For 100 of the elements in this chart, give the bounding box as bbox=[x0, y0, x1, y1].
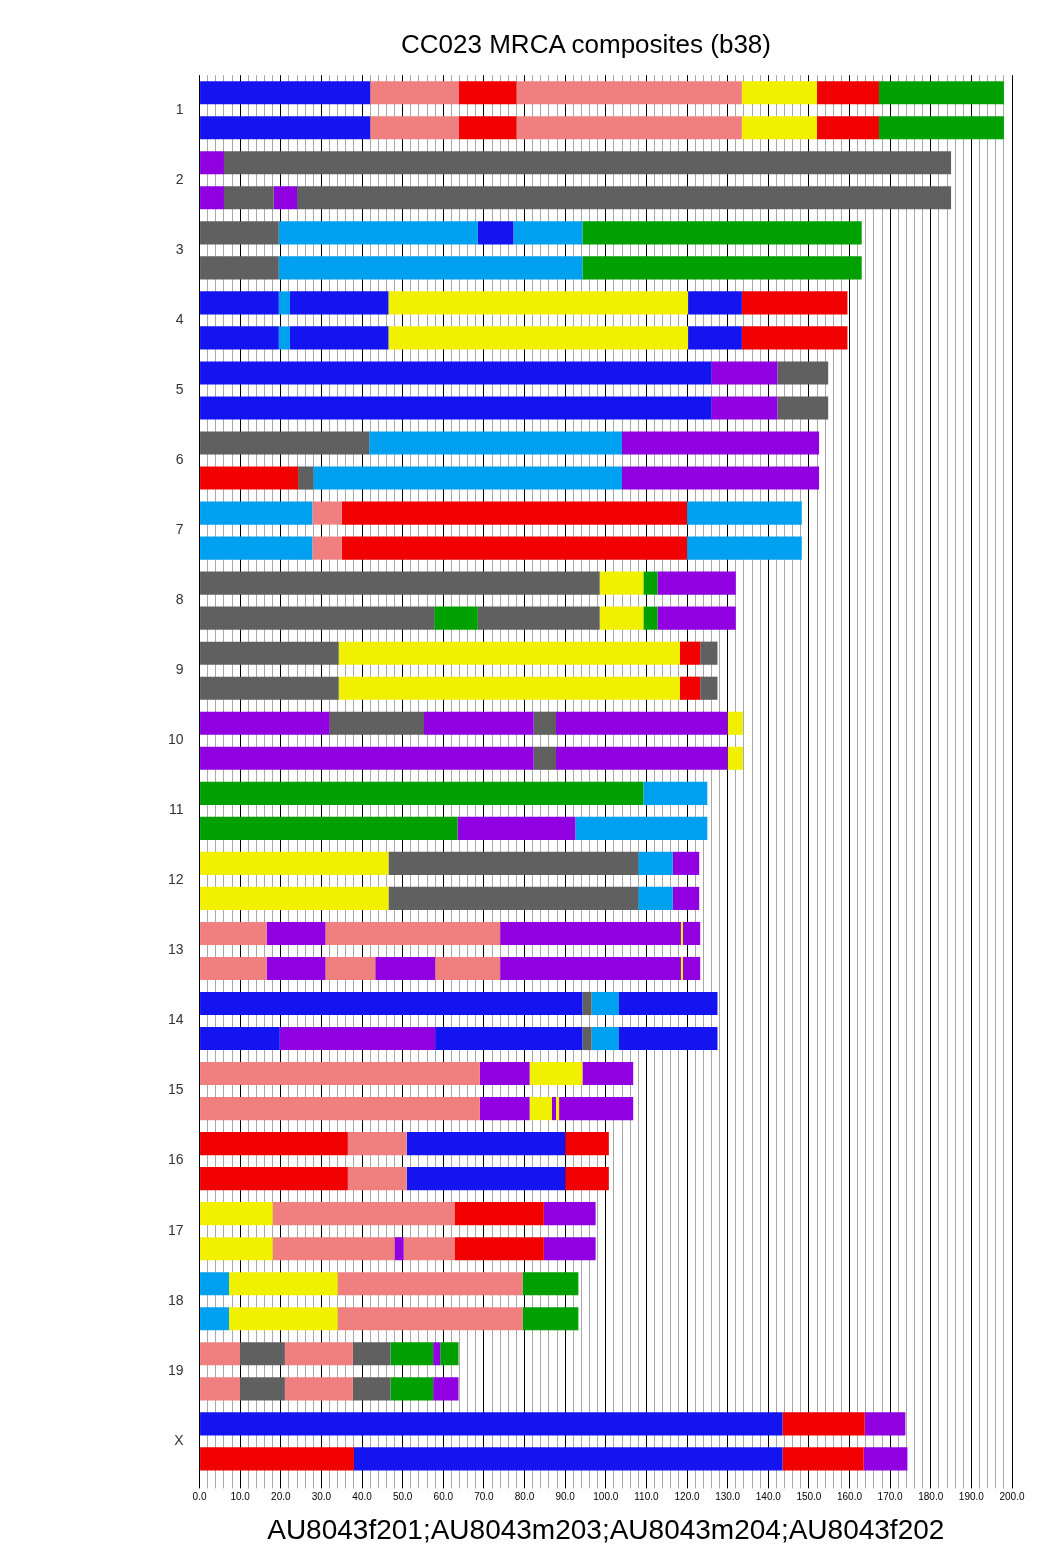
bar bbox=[370, 116, 459, 140]
bar bbox=[278, 256, 583, 280]
bar bbox=[878, 81, 1004, 105]
y-tick-label: 10 bbox=[167, 731, 184, 748]
bar bbox=[575, 816, 708, 840]
y-tick-label: 3 bbox=[175, 240, 184, 257]
bar bbox=[284, 1342, 353, 1366]
y-tick-label: 5 bbox=[175, 380, 184, 397]
bar bbox=[200, 1061, 480, 1086]
bar bbox=[435, 956, 501, 981]
bar bbox=[347, 1132, 407, 1156]
bar bbox=[454, 1202, 544, 1226]
bar bbox=[388, 886, 639, 910]
x-tick-label: 180.0 bbox=[918, 1491, 944, 1503]
bar bbox=[458, 81, 517, 105]
bar bbox=[500, 921, 681, 945]
bar bbox=[200, 501, 313, 525]
bar bbox=[223, 151, 952, 175]
x-tick-label: 80.0 bbox=[514, 1491, 535, 1503]
bar bbox=[200, 956, 267, 981]
bar bbox=[440, 1342, 459, 1366]
bar bbox=[312, 501, 342, 525]
bar bbox=[516, 81, 742, 105]
y-tick-label: 18 bbox=[167, 1291, 184, 1308]
bar bbox=[200, 326, 279, 350]
bar bbox=[200, 1097, 480, 1121]
bar bbox=[657, 606, 736, 630]
y-tick-label: 8 bbox=[175, 590, 184, 607]
x-tick-label: 140.0 bbox=[755, 1491, 782, 1503]
x-tick-label: 160.0 bbox=[837, 1491, 863, 1503]
bar bbox=[200, 1342, 241, 1366]
bar bbox=[582, 991, 592, 1016]
bar bbox=[638, 886, 673, 910]
bar bbox=[325, 921, 501, 945]
bar bbox=[200, 921, 267, 945]
x-tick-label: 0.0 bbox=[192, 1491, 207, 1503]
bar bbox=[200, 116, 371, 140]
bar bbox=[200, 291, 279, 315]
x-tick-label: 170.0 bbox=[877, 1491, 904, 1503]
x-tick-label: 70.0 bbox=[474, 1491, 495, 1503]
y-tick-label: 6 bbox=[175, 450, 184, 467]
y-tick-label: 7 bbox=[175, 520, 184, 537]
y-tick-label: 19 bbox=[167, 1361, 184, 1378]
bar bbox=[458, 116, 517, 140]
bar bbox=[591, 991, 619, 1016]
bar bbox=[298, 466, 314, 490]
bar bbox=[556, 1097, 560, 1121]
bar bbox=[591, 1026, 619, 1051]
y-tick-label: 2 bbox=[175, 170, 184, 187]
bar bbox=[200, 1307, 230, 1331]
bar bbox=[672, 886, 700, 910]
bar bbox=[680, 921, 683, 945]
bar bbox=[200, 1377, 241, 1401]
bar bbox=[682, 921, 701, 945]
bar bbox=[200, 991, 583, 1016]
bar bbox=[622, 466, 820, 490]
bar bbox=[240, 1377, 285, 1401]
bar bbox=[582, 1061, 634, 1086]
bar bbox=[337, 1307, 523, 1331]
x-tick-label: 20.0 bbox=[271, 1491, 291, 1503]
bar bbox=[543, 1237, 596, 1261]
bar bbox=[782, 1447, 864, 1471]
bar bbox=[559, 1097, 634, 1121]
x-tick-label: 130.0 bbox=[715, 1491, 741, 1503]
bar bbox=[433, 1342, 441, 1366]
bar bbox=[312, 536, 342, 560]
x-tick-label: 10.0 bbox=[230, 1491, 251, 1503]
bar bbox=[863, 1447, 908, 1471]
bar bbox=[643, 781, 708, 805]
bar bbox=[533, 746, 557, 770]
x-tick-label: 200.0 bbox=[999, 1491, 1025, 1503]
bar bbox=[223, 186, 274, 210]
bar bbox=[341, 501, 688, 525]
bar bbox=[200, 1412, 783, 1436]
bar bbox=[325, 956, 376, 981]
bar bbox=[741, 81, 818, 105]
y-tick-label: 9 bbox=[175, 661, 184, 678]
bar bbox=[672, 851, 700, 875]
chart-title: CC023 MRCA composites (b38) bbox=[401, 28, 771, 59]
bar bbox=[240, 1342, 285, 1366]
bar bbox=[200, 1026, 280, 1051]
bar bbox=[433, 1377, 459, 1401]
bar bbox=[682, 956, 701, 981]
x-tick-label: 100.0 bbox=[593, 1491, 619, 1503]
y-tick-label: 16 bbox=[167, 1151, 184, 1168]
bar bbox=[337, 1272, 523, 1296]
bar bbox=[375, 956, 436, 981]
y-tick-label: 13 bbox=[167, 941, 184, 958]
bar bbox=[200, 1272, 230, 1296]
bar bbox=[679, 676, 701, 700]
bar bbox=[638, 851, 673, 875]
bar bbox=[403, 1237, 455, 1261]
bar bbox=[741, 116, 818, 140]
x-tick-label: 190.0 bbox=[958, 1491, 985, 1503]
y-tick-label: 12 bbox=[167, 871, 184, 888]
y-tick-label: 4 bbox=[175, 310, 184, 327]
x-tick-label: 150.0 bbox=[796, 1491, 822, 1503]
bar bbox=[278, 291, 290, 315]
bar bbox=[657, 571, 736, 595]
bar bbox=[341, 536, 688, 560]
